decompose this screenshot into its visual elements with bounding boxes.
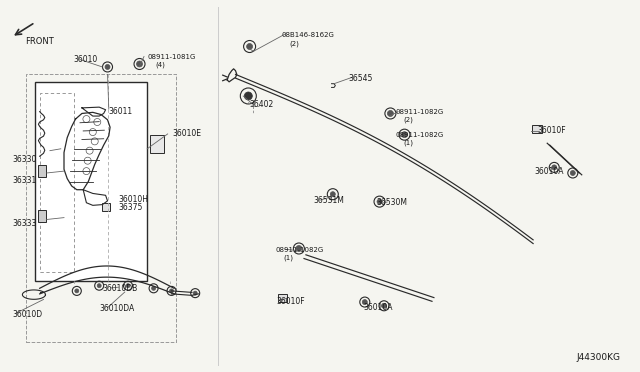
Text: (2): (2) [403, 116, 413, 123]
Circle shape [387, 110, 394, 116]
Circle shape [552, 165, 557, 170]
Circle shape [170, 289, 173, 293]
Text: FRONT: FRONT [26, 37, 54, 46]
Bar [38, 165, 46, 177]
Text: 36010E: 36010E [173, 129, 202, 138]
Text: (4): (4) [156, 62, 165, 68]
Text: 36331: 36331 [13, 176, 37, 185]
Bar [26, 74, 176, 342]
Bar [278, 294, 287, 302]
Circle shape [330, 192, 335, 197]
Text: (1): (1) [283, 255, 293, 262]
Text: 36330: 36330 [13, 155, 37, 164]
Circle shape [75, 289, 79, 293]
Circle shape [570, 170, 575, 176]
Text: 08911-1082G: 08911-1082G [396, 109, 444, 115]
Circle shape [152, 286, 156, 290]
Circle shape [244, 92, 252, 100]
Circle shape [377, 199, 382, 204]
Circle shape [97, 284, 101, 288]
Bar [150, 135, 164, 153]
Bar [35, 82, 147, 281]
Text: 08911-1082G: 08911-1082G [275, 247, 323, 253]
Circle shape [246, 44, 253, 49]
Text: 08B146-8162G: 08B146-8162G [282, 32, 335, 38]
Circle shape [136, 61, 143, 67]
Text: 36010F: 36010F [538, 126, 566, 135]
Bar [40, 93, 74, 272]
Text: J44300KG: J44300KG [577, 353, 621, 362]
Circle shape [381, 303, 387, 308]
Text: 36531M: 36531M [314, 196, 344, 205]
Text: 08911-1082G: 08911-1082G [396, 132, 444, 138]
Circle shape [401, 132, 408, 138]
Circle shape [296, 246, 302, 251]
Bar [532, 125, 543, 133]
Text: 36545: 36545 [349, 74, 373, 83]
Text: 36010H: 36010H [118, 195, 148, 203]
Circle shape [105, 64, 110, 70]
Circle shape [362, 299, 367, 305]
Text: 36010DA: 36010DA [99, 304, 134, 313]
Text: 36010: 36010 [74, 55, 98, 64]
Bar [102, 203, 110, 211]
Text: 08911-1081G: 08911-1081G [147, 54, 196, 60]
Text: 36010F: 36010F [276, 297, 305, 306]
Text: 36010DB: 36010DB [102, 284, 138, 293]
Text: 36010A: 36010A [534, 167, 564, 176]
Bar [38, 211, 46, 222]
Text: (2): (2) [289, 40, 299, 47]
Text: 36010A: 36010A [364, 303, 393, 312]
Text: 36333: 36333 [13, 219, 37, 228]
Circle shape [126, 284, 130, 288]
Text: 36530M: 36530M [376, 198, 407, 207]
Text: 36011: 36011 [109, 107, 133, 116]
Circle shape [193, 291, 197, 295]
Text: 36010D: 36010D [13, 310, 43, 319]
Text: (1): (1) [403, 140, 413, 146]
Text: 36375: 36375 [118, 203, 143, 212]
Text: 36402: 36402 [250, 100, 274, 109]
